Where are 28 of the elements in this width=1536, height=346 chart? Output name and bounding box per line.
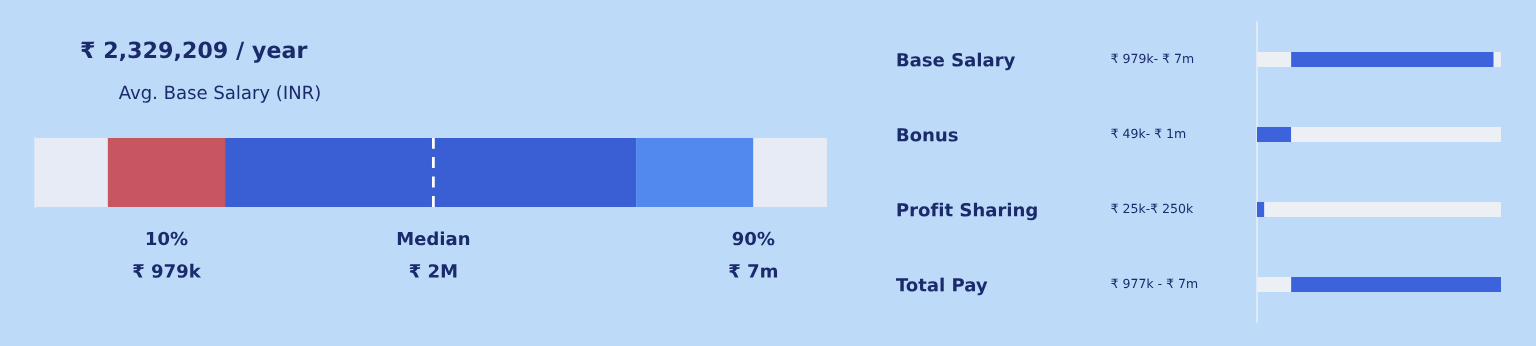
y-tick-label: Profit Sharing — [897, 202, 1037, 221]
bar — [1291, 52, 1494, 67]
y-tick-label: Base Salary — [897, 52, 1016, 71]
text: ₹ 977k - ₹ 7m — [1111, 278, 1198, 289]
y-tick-label: Total Pay — [895, 277, 988, 296]
bar — [1264, 202, 1501, 217]
text: 90% — [732, 231, 775, 246]
bar — [1291, 127, 1501, 142]
bar — [753, 138, 827, 207]
text: ₹ 7m — [729, 264, 778, 278]
text: Median — [397, 231, 470, 246]
bar — [636, 138, 754, 207]
bar — [1257, 202, 1265, 217]
bar — [35, 138, 108, 207]
text: ₹ 979k- ₹ 7m — [1111, 53, 1194, 64]
bar — [107, 138, 226, 207]
text: ₹ 979k — [133, 263, 202, 278]
y-tick-label: Bonus — [897, 128, 958, 142]
chart-title: ₹ 2,329,209 / year — [81, 41, 308, 63]
bar — [225, 138, 637, 207]
chart-subtitle: Avg. Base Salary (INR) — [118, 85, 320, 103]
text: ₹ 2M — [409, 264, 457, 278]
bar — [1257, 127, 1292, 142]
bar — [1291, 277, 1501, 292]
text: ₹ 25k-₹ 250k — [1111, 203, 1194, 214]
bar — [1493, 52, 1501, 67]
text: ₹ 49k- ₹ 1m — [1111, 128, 1186, 139]
text: 10% — [146, 231, 188, 246]
